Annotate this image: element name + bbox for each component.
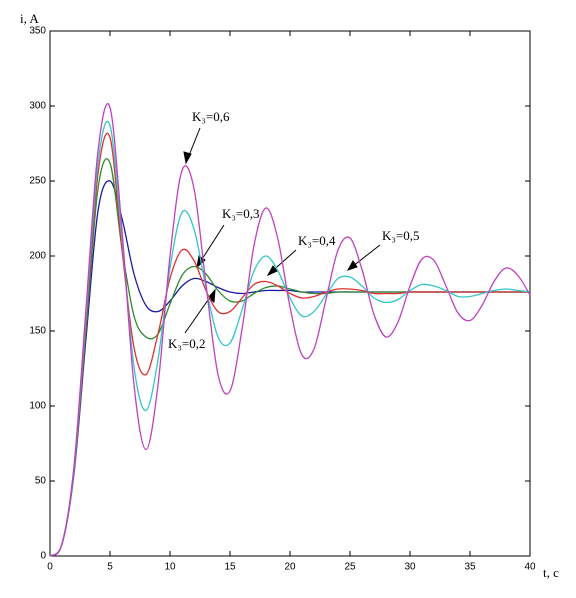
y-tick-label: 250 — [29, 176, 46, 187]
x-tick-label: 15 — [224, 562, 236, 573]
x-tick-label: 5 — [107, 562, 113, 573]
series-annotation: K₃=0,5 — [382, 228, 420, 243]
arrow-head — [183, 151, 192, 165]
x-tick-label: 35 — [464, 562, 476, 573]
x-tick-label: 0 — [47, 562, 53, 573]
series-line — [49, 132, 530, 557]
series-annotation: K₃=0,6 — [192, 109, 230, 124]
x-tick-label: 20 — [284, 562, 296, 573]
y-tick-label: 0 — [40, 551, 46, 562]
annotation-arrows — [183, 127, 381, 334]
y-tick-label: 50 — [35, 476, 47, 487]
x-tick-label: 30 — [404, 562, 416, 573]
y-tick-label: 350 — [29, 26, 46, 37]
y-tick-label: 100 — [29, 401, 46, 412]
x-tick-label: 40 — [524, 562, 536, 573]
series-line — [49, 103, 531, 557]
arrow-head — [266, 265, 278, 277]
series-annotation: K₃=0,2 — [168, 336, 206, 351]
x-axis-label: t, c — [543, 565, 559, 580]
y-tick-label: 150 — [29, 326, 46, 337]
x-tick-label: 10 — [164, 562, 176, 573]
y-tick-label: 200 — [29, 251, 46, 262]
y-tick-label: 300 — [29, 101, 46, 112]
series-annotation: K₃=0,4 — [298, 233, 336, 248]
series-line — [49, 120, 531, 557]
arrow-head — [346, 260, 358, 271]
y-axis-label: i, A — [20, 11, 39, 26]
series-annotation: K₃=0,3 — [222, 206, 260, 221]
x-tick-label: 25 — [344, 562, 356, 573]
